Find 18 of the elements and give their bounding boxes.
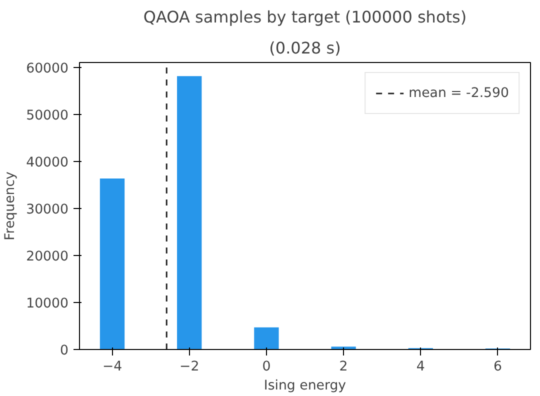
y-tick-label: 30000 [26,202,69,218]
y-tick-label: 20000 [26,250,69,265]
x-tick-label: 4 [416,360,425,374]
ref-line-label: mean = -2.590 [408,86,509,100]
chart-title: QAOA samples by target (100000 shots) [143,8,467,26]
x-tick-label: −2 [180,360,200,374]
y-tick-label: 60000 [26,62,69,77]
y-tick-label: 40000 [26,156,69,171]
y-tick-label: 10000 [26,296,69,312]
x-tick-label: −4 [102,360,122,374]
x-tick-label: 6 [493,360,502,374]
x-tick-label: 2 [339,360,348,374]
y-tick-label: 0 [60,344,69,358]
x-tick-label: 0 [262,360,271,374]
x-axis-title: Ising energy [264,378,346,394]
y-tick-label: 50000 [26,108,69,124]
y-axis-title: Frequency [3,171,18,240]
chart-subtitle: (0.028 s) [269,38,341,58]
